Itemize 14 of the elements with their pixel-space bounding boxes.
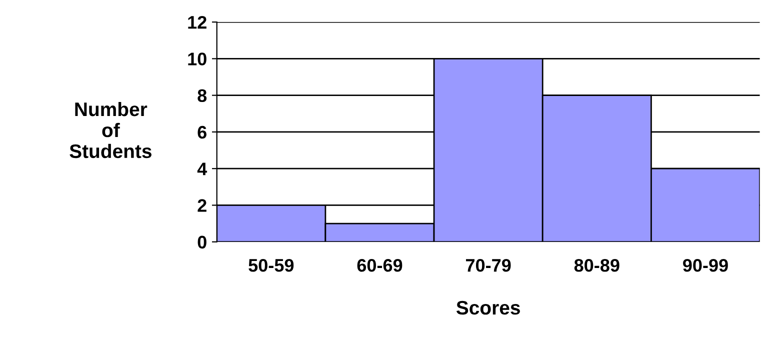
y-tick-label: 4 (197, 162, 208, 176)
x-tick-label: 80-89 (574, 258, 620, 272)
y-tick-label: 0 (198, 236, 206, 249)
y-axis-title: Number of Students (70, 102, 152, 158)
y-tick-label: 10 (188, 52, 206, 66)
y-tick-label: 12 (188, 16, 206, 29)
y-tick-label: 2 (198, 199, 206, 212)
x-tick-label: 70-79 (466, 258, 511, 272)
x-tick-label: 90-99 (683, 258, 728, 272)
y-tick-label: 8 (198, 89, 207, 102)
x-tick-label: 60-69 (357, 258, 402, 272)
x-tick-label: 50-59 (248, 258, 294, 272)
y-tick-label: 6 (198, 126, 206, 139)
x-axis-title: Scores (456, 300, 520, 315)
